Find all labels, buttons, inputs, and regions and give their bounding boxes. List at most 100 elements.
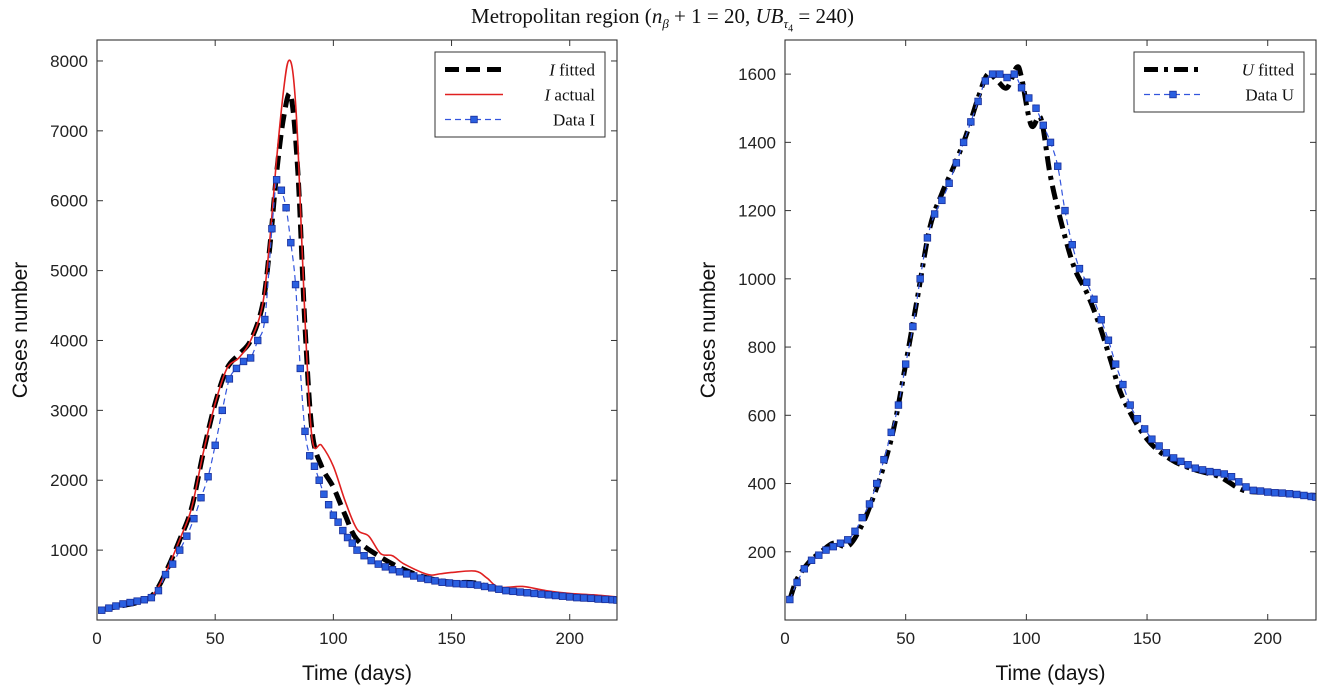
data-point: [580, 594, 588, 602]
legend-box: [1133, 51, 1305, 113]
x-tick-label: 150: [1133, 629, 1161, 648]
legend-label-text: fitted: [555, 61, 596, 80]
data-point: [815, 551, 823, 559]
title-n-sub: β: [662, 16, 669, 32]
legend-label: I fitted: [548, 61, 595, 80]
data-point: [1227, 473, 1236, 481]
title-middle: + 1 = 20,: [668, 4, 756, 28]
data-point: [1104, 336, 1113, 344]
data-point: [277, 186, 286, 194]
data-point: [1017, 84, 1026, 92]
data-point: [140, 596, 148, 604]
y-tick-label: 4000: [50, 331, 88, 350]
data-point: [334, 518, 342, 526]
data-point: [147, 593, 156, 602]
data-point: [1148, 435, 1156, 443]
data-point: [459, 580, 468, 588]
legend-label-text: Data U: [1245, 86, 1294, 105]
data-point: [445, 579, 453, 587]
data-point: [822, 546, 830, 554]
data-point: [353, 546, 361, 554]
data-point: [190, 514, 198, 523]
data-point: [1271, 489, 1279, 497]
data-point: [952, 159, 961, 167]
data-point: [894, 401, 903, 409]
series-line-u-fitted: [787, 64, 1316, 601]
data-point: [287, 238, 295, 247]
legend-label-text: fitted: [1254, 61, 1295, 80]
series-group: [98, 59, 617, 614]
y-tick-label: 1400: [738, 133, 776, 152]
data-point: [967, 118, 975, 126]
data-point: [613, 596, 617, 604]
data-point: [945, 179, 953, 187]
data-point: [1097, 316, 1105, 324]
data-point: [402, 570, 411, 578]
data-point: [1010, 70, 1018, 78]
data-point: [836, 539, 845, 547]
data-point: [1003, 73, 1011, 82]
data-point: [601, 595, 609, 604]
data-point: [1213, 468, 1221, 477]
data-point: [329, 511, 338, 519]
data-point: [851, 527, 859, 535]
data-point: [1184, 461, 1192, 469]
x-tick-label: 50: [206, 629, 225, 648]
data-point: [374, 560, 382, 568]
data-point: [161, 570, 170, 579]
data-point: [1292, 490, 1301, 499]
y-tick-label: 1600: [738, 65, 776, 84]
data-point: [793, 578, 801, 587]
data-point: [1162, 449, 1171, 457]
data-point: [367, 556, 375, 565]
series-line-i-fitted: [101, 90, 617, 612]
data-point: [923, 234, 932, 242]
series-group: [786, 64, 1316, 604]
data-point: [502, 586, 510, 595]
data-point: [119, 600, 127, 608]
legend-label: I actual: [543, 86, 595, 105]
y-tick-label: 1200: [738, 202, 776, 221]
data-point: [197, 494, 205, 502]
data-point: [388, 565, 397, 574]
data-point: [254, 336, 262, 345]
data-point: [291, 280, 300, 289]
data-point: [1206, 467, 1214, 476]
data-point: [996, 70, 1004, 78]
data-point: [343, 533, 352, 542]
data-point: [480, 582, 489, 591]
data-point: [1046, 138, 1055, 147]
data-point: [239, 357, 248, 366]
data-point: [844, 536, 852, 544]
legend-marker: [1169, 90, 1177, 99]
title-ub-sub: τ: [783, 16, 789, 32]
data-point: [558, 592, 567, 600]
data-point: [1140, 425, 1149, 433]
data-point: [168, 560, 177, 568]
data-point: [1220, 470, 1228, 478]
data-point: [133, 597, 141, 605]
data-point: [272, 176, 281, 184]
data-point: [466, 580, 475, 589]
data-point: [495, 585, 503, 593]
legend-label: Data U: [1245, 86, 1294, 105]
data-point: [1235, 478, 1243, 486]
legend-label-text: actual: [550, 86, 595, 105]
x-tick-label: 0: [92, 629, 101, 648]
y-tick-label: 2000: [50, 471, 88, 490]
data-point: [424, 575, 432, 584]
axes-box: [784, 39, 1317, 621]
data-point: [594, 595, 602, 603]
data-point: [395, 568, 404, 576]
data-point: [1177, 457, 1185, 466]
legend-label: U fitted: [1242, 61, 1295, 80]
data-point: [1256, 487, 1265, 495]
data-point: [800, 565, 809, 573]
data-point: [829, 542, 837, 551]
x-tick-label: 100: [1012, 629, 1040, 648]
data-point: [1054, 162, 1062, 170]
data-point: [246, 354, 255, 362]
y-tick-label: 1000: [738, 270, 776, 289]
data-point: [112, 602, 120, 610]
data-point: [537, 590, 546, 598]
